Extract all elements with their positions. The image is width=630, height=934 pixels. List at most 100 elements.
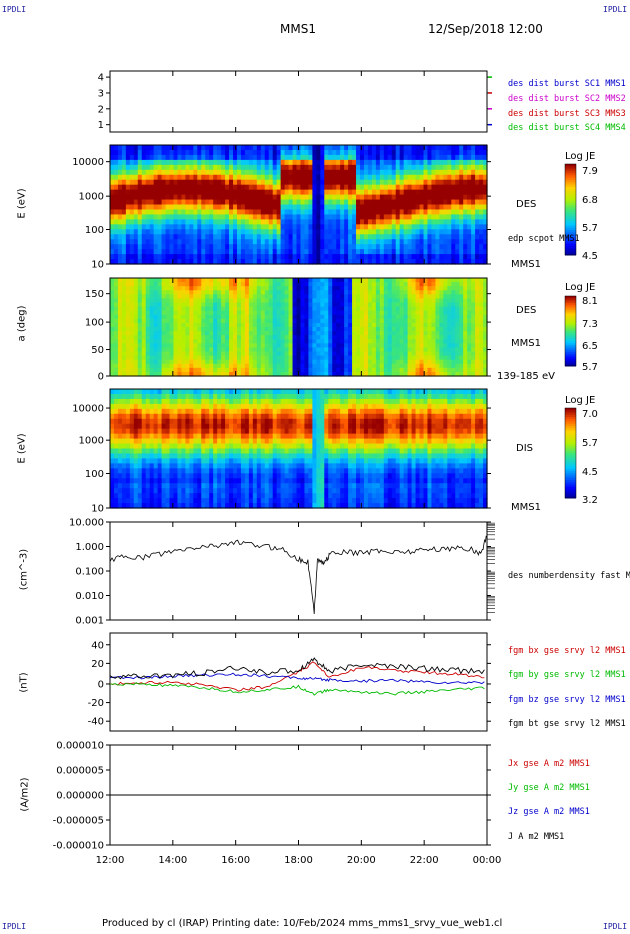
ytick-p2-3: 10	[91, 260, 104, 271]
ytick-p5-1: 1.000	[75, 542, 104, 553]
cb1-tick-1: 7.9	[582, 166, 598, 177]
ytick-p6-3: -20	[88, 698, 104, 709]
des-label-1: DES	[516, 199, 537, 210]
xtick-4: 20:00	[347, 855, 376, 866]
xtick-2: 16:00	[221, 855, 250, 866]
colorbar-dis-energy	[564, 407, 577, 499]
des-energy-spectrogram	[110, 145, 488, 265]
cb2-tick-2: 7.3	[582, 319, 598, 330]
ytick-p4-3: 10	[91, 504, 104, 515]
cb3-tick-3: 4.5	[582, 467, 598, 478]
cb3-title: Log JE	[565, 395, 596, 406]
ytick-p5-0: 10.000	[69, 518, 104, 529]
ytick-p4-0: 10000	[72, 404, 104, 415]
panel-frame-5	[109, 521, 488, 621]
colorbar-des-pitch	[564, 295, 577, 367]
ytick-p3-1: 100	[85, 318, 104, 329]
cb1-tick-2: 6.8	[582, 195, 598, 206]
ytick-p6-1: 20	[91, 659, 104, 670]
ytick-p3-3: 0	[98, 372, 104, 383]
ylabel-dis-energy: E (eV)	[16, 433, 28, 464]
ytick-p2-1: 1000	[79, 192, 104, 203]
mms1-label-2: MMS1	[511, 338, 541, 349]
mms1-label-3: MMS1	[511, 502, 541, 513]
ytick-p7-2: 0.000000	[56, 791, 104, 802]
dis-energy-spectrogram	[110, 389, 488, 509]
bz-series	[109, 672, 485, 685]
bt-series	[109, 657, 485, 680]
ytick-p5-3: 0.010	[75, 591, 104, 602]
cb1-title: Log JE	[565, 151, 596, 162]
ytick-p4-1: 1000	[79, 436, 104, 447]
ytick-p7-0: 0.000010	[56, 741, 104, 752]
cb2-tick-1: 8.1	[582, 296, 598, 307]
spacecraft-title: MMS1	[280, 22, 316, 36]
legend-avail-2: des dist burst SC2 MMS2	[508, 94, 626, 104]
ylabel-des-pitch: a (deg)	[16, 305, 28, 342]
des-pitch-spectrogram	[110, 278, 488, 377]
ytick-p1-3: 1	[98, 120, 104, 131]
ytick-p7-3: -0.000005	[53, 816, 104, 827]
legend-jx: Jx gse A m2 MMS1	[508, 759, 590, 769]
legend-bx: fgm bx gse srvy l2 MMS1	[508, 646, 626, 656]
ytick-p6-0: 40	[91, 640, 104, 651]
mms1-label-1: MMS1	[511, 259, 541, 270]
ytick-p7-4: -0.000010	[53, 841, 104, 852]
corner-label-bl: IPDLI	[2, 922, 27, 931]
panel-frame-1	[109, 70, 488, 133]
legend-avail-3: des dist burst SC3 MMS3	[508, 109, 626, 119]
legend-bz: fgm bz gse srvy l2 MMS1	[508, 695, 626, 705]
dis-label: DIS	[516, 443, 533, 454]
xtick-0: 12:00	[96, 855, 125, 866]
legend-j: J A m2 MMS1	[508, 832, 565, 842]
density-series	[109, 535, 487, 615]
xtick-5: 22:00	[410, 855, 439, 866]
cb2-title: Log JE	[565, 282, 596, 293]
ytick-p5-2: 0.100	[75, 567, 104, 578]
ytick-p4-2: 100	[85, 469, 104, 480]
xtick-1: 14:00	[158, 855, 187, 866]
legend-avail-4: des dist burst SC4 MMS4	[508, 123, 626, 133]
ylabel-des-energy: E (eV)	[16, 188, 28, 219]
scpot-label: edp scpot MMS1	[508, 234, 580, 244]
legend-by: fgm by gse srvy l2 MMS1	[508, 670, 626, 680]
by-series	[109, 682, 485, 696]
ylabel-current: (A/m2)	[19, 777, 31, 812]
cb2-tick-4: 5.7	[582, 362, 598, 373]
ytick-p6-2: 0	[98, 679, 104, 690]
xtick-6: 00:00	[473, 855, 502, 866]
xtick-3: 18:00	[284, 855, 313, 866]
ytick-p3-2: 50	[91, 345, 104, 356]
des-label-2: DES	[516, 305, 537, 316]
legend-jz: Jz gse A m2 MMS1	[508, 807, 590, 817]
cb3-tick-4: 3.2	[582, 495, 598, 506]
colorbar-des-energy	[564, 163, 577, 256]
ytick-p1-2: 2	[98, 104, 104, 115]
corner-label-tr: IPDLI	[603, 5, 628, 14]
bx-series	[109, 661, 485, 692]
ylabel-bfield: (nT)	[18, 672, 30, 693]
ytick-p7-1: 0.000005	[56, 766, 104, 777]
ytick-p1-0: 4	[98, 73, 104, 84]
energy-range-label: 139-185 eV	[497, 371, 555, 382]
legend-jy: Jy gse A m2 MMS1	[508, 783, 590, 793]
ytick-p2-0: 10000	[72, 157, 104, 168]
ytick-p1-1: 3	[98, 88, 104, 99]
cb2-tick-3: 6.5	[582, 341, 598, 352]
cb3-tick-1: 7.0	[582, 409, 598, 420]
legend-bt: fgm bt gse srvy l2 MMS1	[508, 719, 626, 729]
cb1-tick-3: 5.7	[582, 223, 598, 234]
ylabel-density: (cm^-3)	[18, 548, 30, 591]
ytick-p2-2: 100	[85, 225, 104, 236]
corner-label-tl: IPDLI	[2, 5, 27, 14]
footer-text: Produced by cl (IRAP) Printing date: 10/…	[102, 918, 503, 929]
corner-label-br: IPDLI	[603, 922, 628, 931]
cb3-tick-2: 5.7	[582, 438, 598, 449]
legend-avail-1: des dist burst SC1 MMS1	[508, 79, 626, 89]
datetime-title: 12/Sep/2018 12:00	[428, 22, 543, 36]
ytick-p3-0: 150	[85, 289, 104, 300]
cb1-tick-4: 4.5	[582, 251, 598, 262]
legend-density: des numberdensity fast M	[508, 571, 630, 581]
ytick-p6-4: -40	[88, 717, 104, 728]
